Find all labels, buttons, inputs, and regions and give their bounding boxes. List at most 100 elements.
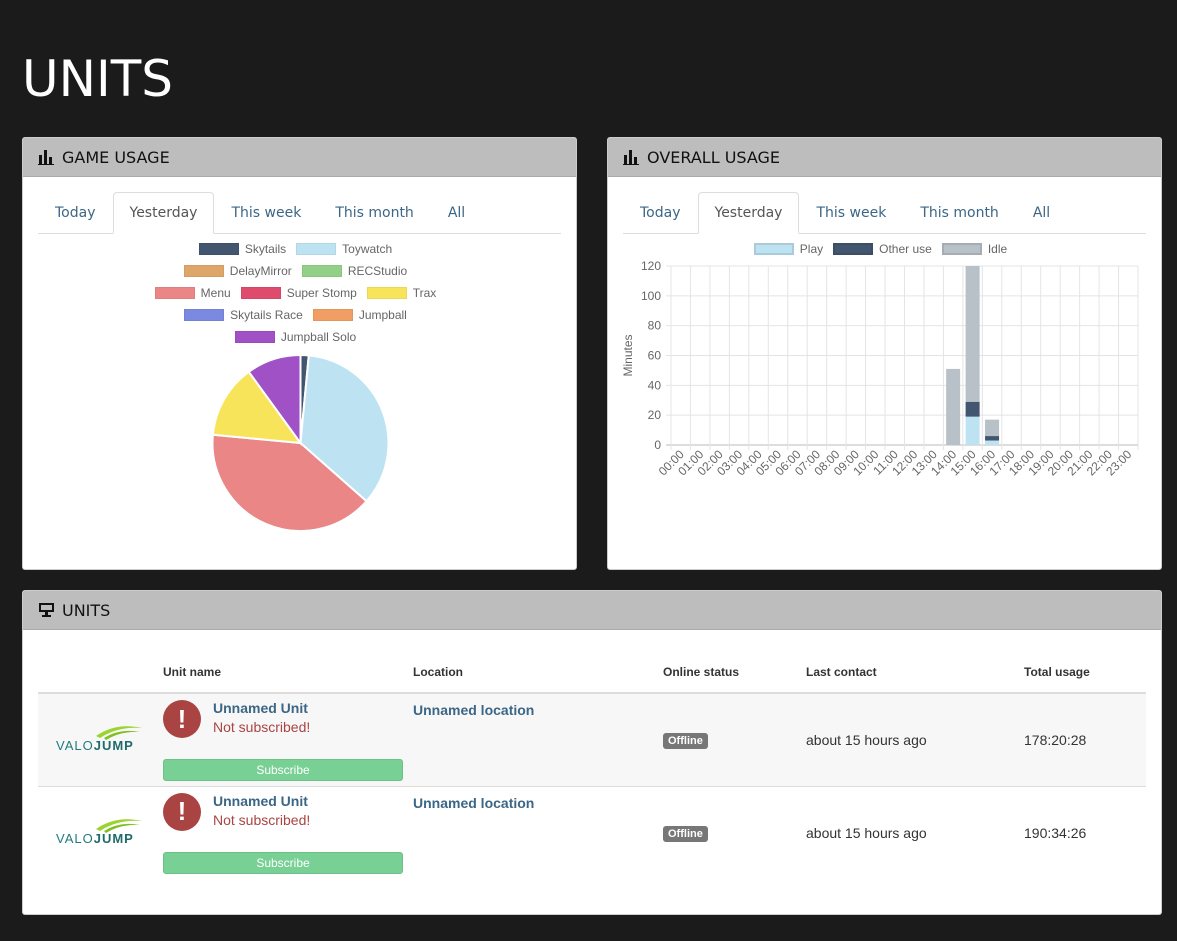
bar-chart-icon	[38, 150, 54, 165]
legend-swatch	[240, 287, 281, 299]
column-header-online-status[interactable]: Online status	[663, 651, 806, 694]
legend-swatch	[753, 243, 794, 255]
units-heading: UNITS	[23, 591, 1161, 630]
bar-segment[interactable]	[946, 368, 961, 445]
overall-usage-bar-chart: 020406080100120Minutes00:0001:0002:0003:…	[621, 259, 1139, 478]
location-link[interactable]: Unnamed location	[413, 794, 535, 811]
table-row[interactable]: VALOJUMP ! Unnamed Unit Not subscribed! …	[38, 692, 1146, 786]
unit-logo-cell: VALOJUMP	[38, 785, 163, 879]
logo-text-left: VALO	[56, 737, 94, 753]
legend-item[interactable]: Other use	[833, 242, 932, 256]
legend-label: DelayMirror	[229, 264, 292, 278]
tab-this-month[interactable]: This month	[920, 205, 999, 221]
monitor-icon	[39, 603, 54, 617]
y-tick-label: 0	[654, 438, 661, 452]
legend-label: Skytails Race	[230, 308, 303, 322]
subscribe-button[interactable]: Subscribe	[163, 851, 403, 874]
total-usage-cell: 178:20:28	[1024, 692, 1146, 786]
legend-label: Idle	[987, 242, 1008, 256]
legend-row: Jumpball Solo	[23, 330, 576, 344]
logo-text-right: JUMP	[93, 830, 134, 846]
legend-swatch	[833, 243, 874, 255]
legend-label: Skytails	[244, 242, 287, 256]
bar-segment[interactable]	[985, 440, 1000, 445]
subscribe-button[interactable]: Subscribe	[163, 759, 403, 781]
y-tick-label: 120	[641, 259, 661, 273]
bar-segment[interactable]	[965, 416, 980, 445]
legend-swatch	[296, 243, 337, 255]
tab-yesterday[interactable]: Yesterday	[697, 192, 800, 234]
legend-label: RECStudio	[347, 264, 408, 278]
legend-swatch	[312, 309, 353, 321]
column-header-location[interactable]: Location	[413, 651, 663, 694]
units-title: UNITS	[62, 600, 111, 620]
legend-item[interactable]: Idle	[941, 242, 1008, 256]
column-header-total-usage[interactable]: Total usage	[1024, 651, 1146, 694]
tab-this-week[interactable]: This week	[231, 205, 302, 221]
last-contact-cell: about 15 hours ago	[806, 692, 1024, 786]
page-title: UNITS	[22, 50, 174, 108]
y-axis-label: Minutes	[621, 334, 635, 376]
table-header-row: Unit name Location Online status Last co…	[38, 651, 1146, 694]
legend-item[interactable]: Jumpball Solo	[234, 330, 356, 344]
subscription-status: Not subscribed!	[213, 811, 311, 828]
status-badge: Offline	[663, 825, 708, 842]
pie-slice[interactable]	[211, 433, 368, 532]
pie-slice[interactable]	[247, 353, 302, 447]
tab-yesterday[interactable]: Yesterday	[112, 192, 215, 234]
legend-swatch	[198, 243, 239, 255]
bar-chart-icon	[623, 150, 639, 165]
tab-all[interactable]: All	[1032, 205, 1051, 221]
legend-item[interactable]: Jumpball	[312, 308, 407, 322]
tab-today[interactable]: Today	[55, 205, 96, 221]
legend-item[interactable]: Play	[753, 242, 823, 256]
tab-this-week[interactable]: This week	[816, 205, 887, 221]
legend-row: DelayMirror RECStudio	[23, 264, 576, 278]
tab-today[interactable]: Today	[640, 205, 681, 221]
location-cell: Unnamed location	[413, 785, 663, 879]
column-header-last-contact[interactable]: Last contact	[806, 651, 1024, 694]
legend-item[interactable]: Skytails	[198, 242, 287, 256]
unit-name-link[interactable]: Unnamed Unit	[213, 700, 308, 716]
legend-item[interactable]: DelayMirror	[183, 264, 292, 278]
table-row[interactable]: VALOJUMP ! Unnamed Unit Not subscribed! …	[38, 785, 1146, 879]
status-cell: Offline	[663, 692, 806, 786]
overall-usage-panel: OVERALL USAGE Today Yesterday This week …	[607, 137, 1162, 570]
logo-text-right: JUMP	[93, 737, 134, 753]
logo-column-header	[38, 651, 163, 694]
game-usage-tabs: Today Yesterday This week This month All	[38, 192, 561, 234]
y-tick-label: 40	[648, 378, 662, 392]
bar-segment[interactable]	[965, 401, 980, 417]
legend-item[interactable]: Skytails Race	[184, 308, 303, 322]
subscription-status: Not subscribed!	[213, 719, 311, 735]
unit-logo-cell: VALOJUMP	[38, 692, 163, 786]
overall-usage-title: OVERALL USAGE	[647, 147, 781, 167]
pie-slice[interactable]	[299, 354, 390, 503]
valojump-logo: VALOJUMP	[56, 720, 146, 760]
legend-item[interactable]: Super Stomp	[240, 286, 357, 300]
legend-row: Skytails Race Jumpball	[23, 308, 576, 322]
units-table: Unit name Location Online status Last co…	[38, 651, 1146, 879]
bar-segment[interactable]	[985, 419, 1000, 437]
legend-item[interactable]: Menu	[154, 286, 231, 300]
legend-label: Jumpball	[358, 308, 407, 322]
bar-segment[interactable]	[965, 266, 980, 402]
pie-slice[interactable]	[299, 353, 310, 444]
legend-item[interactable]: RECStudio	[301, 264, 408, 278]
legend-row: Menu Super Stomp Trax	[23, 286, 576, 300]
tab-this-month[interactable]: This month	[335, 205, 414, 221]
legend-item[interactable]: Trax	[366, 286, 436, 300]
warning-icon: !	[163, 700, 201, 738]
pie-slice[interactable]	[211, 370, 303, 445]
game-usage-title: GAME USAGE	[62, 147, 170, 167]
legend-label: Super Stomp	[286, 286, 357, 300]
legend-item[interactable]: Toywatch	[296, 242, 392, 256]
logo-swoosh-icon	[96, 725, 142, 740]
legend-swatch	[301, 265, 342, 277]
unit-name-link[interactable]: Unnamed Unit	[213, 792, 308, 809]
location-link[interactable]: Unnamed location	[413, 702, 535, 718]
y-tick-label: 100	[641, 289, 661, 303]
tab-all[interactable]: All	[447, 205, 466, 221]
column-header-unit-name[interactable]: Unit name	[163, 651, 413, 694]
bar-segment[interactable]	[985, 436, 1000, 441]
